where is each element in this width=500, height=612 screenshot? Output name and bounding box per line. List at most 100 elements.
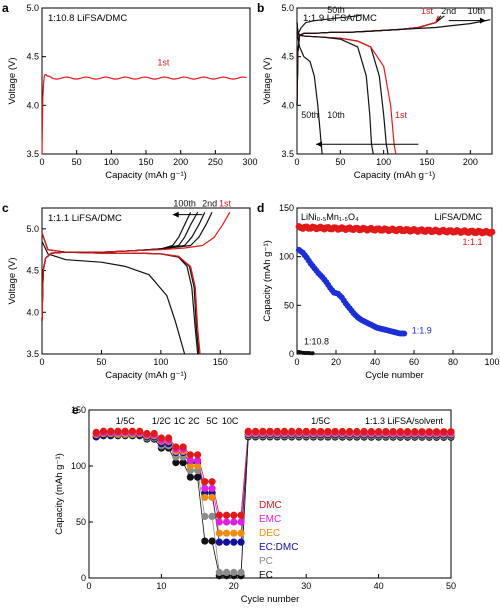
point-DMC — [251, 427, 260, 435]
point-DMC — [143, 429, 151, 438]
y-axis-label: Capacity (mAh g⁻¹) — [54, 453, 65, 535]
annotation-label: 50th — [301, 110, 319, 120]
y-tick-label: 150 — [71, 405, 86, 415]
x-axis-label: Cycle number — [365, 370, 424, 381]
point-DEC — [201, 493, 209, 501]
y-axis-label: Capacity (mAh g⁻¹) — [262, 240, 273, 322]
point-DMC — [403, 428, 412, 436]
x-tick-label: 50 — [96, 357, 106, 367]
series-line-0 — [296, 15, 445, 106]
series-line-1 — [296, 15, 442, 106]
point-DMC — [324, 427, 332, 436]
arrow-head — [479, 17, 486, 24]
x-tick-label: 100 — [153, 357, 168, 367]
point-DMC — [447, 428, 455, 436]
point-PC — [215, 568, 223, 577]
point-EC — [201, 537, 209, 545]
point-DEC — [237, 529, 245, 537]
point-DMC — [367, 427, 375, 436]
point-DMC — [309, 427, 318, 436]
point-DMC — [237, 511, 245, 519]
panel-e-chart: 0 10 20 30 40 50 0 50 100 150 Cycle number Capacity… — [54, 405, 456, 605]
series-line-EC:DMC — [96, 433, 451, 543]
x-tick-label: 100 — [484, 357, 499, 367]
point-EC:DMC — [222, 538, 231, 546]
point-DMC — [440, 428, 448, 436]
arrow-head — [316, 141, 323, 148]
chart-title: LiNi₀.₅Mn₁.₅O₄ — [301, 212, 359, 222]
annotation-label: 1st — [395, 110, 408, 120]
point-DMC — [136, 427, 144, 435]
point-DMC — [99, 427, 108, 435]
point-1:1.9 — [401, 330, 408, 337]
y-tick-label: 4.0 — [281, 100, 294, 110]
y-tick-label: 50 — [76, 517, 86, 527]
point-DMC — [92, 428, 100, 436]
series-label: 1:1.1 — [462, 237, 482, 247]
point-DMC — [150, 429, 158, 438]
point-DMC — [172, 443, 180, 451]
point-DMC — [302, 427, 310, 436]
point-EC — [179, 459, 187, 467]
rate-label: 1/5C — [116, 416, 136, 426]
point-DMC — [114, 427, 122, 435]
series-line-3 — [41, 241, 186, 355]
y-tick-label: 4.5 — [26, 52, 39, 62]
point-DMC — [338, 427, 346, 436]
y-tick-label: 4.0 — [26, 100, 39, 110]
point-DMC — [375, 427, 383, 436]
point-DMC — [317, 427, 325, 436]
y-tick-label: 50 — [284, 300, 294, 310]
x-tick-label: 200 — [463, 157, 478, 167]
point-EC:DMC — [237, 538, 245, 546]
x-tick-label: 20 — [331, 357, 341, 367]
series-line-4 — [296, 14, 363, 38]
point-EC — [186, 473, 194, 481]
point-EC:DMC — [230, 538, 238, 546]
point-EC — [172, 459, 180, 467]
rate-label: 10C — [222, 416, 239, 426]
x-tick-label: 150 — [213, 357, 228, 367]
point-DMC — [389, 428, 397, 436]
point-EMC — [230, 518, 238, 526]
point-DMC — [295, 427, 303, 435]
point-DMC — [121, 427, 129, 435]
x-tick-label: 60 — [409, 357, 419, 367]
panel-letter-e: e — [72, 403, 79, 417]
chart-title: 1:1.9 LiFSA/DMC — [303, 13, 377, 24]
point-DMC — [331, 427, 339, 436]
x-tick-label: 20 — [229, 581, 239, 591]
y-tick-label: 0 — [289, 349, 294, 359]
annotation-label: 10th — [468, 6, 486, 16]
point-DMC — [259, 427, 267, 435]
x-axis-label: Capacity (mAh g⁻¹) — [105, 170, 187, 181]
panel-c-chart: 0 50 100 150 3.5 4.0 4.5 5.0 Capacity (mAh g⁻¹) V… — [7, 198, 251, 381]
x-tick-label: 200 — [173, 157, 188, 167]
plot-frame — [41, 7, 251, 155]
point-DMC — [360, 427, 368, 436]
annotation-label: 2nd — [441, 6, 456, 16]
point-DMC — [273, 427, 281, 435]
x-tick-label: 100 — [104, 157, 119, 167]
annotation-label: 1st — [421, 6, 434, 16]
series-line-7 — [296, 22, 374, 155]
point-PC — [201, 512, 209, 521]
x-tick-label: 100 — [376, 157, 391, 167]
point-DMC — [418, 428, 426, 436]
annotation-label: 1st — [219, 198, 232, 208]
x-axis-label: Capacity (mAh g⁻¹) — [354, 170, 436, 181]
x-tick-label: 80 — [448, 357, 458, 367]
point-DEC — [222, 529, 231, 537]
point-DMC — [382, 427, 390, 436]
point-DMC — [288, 427, 296, 435]
annotation-label: 100th — [173, 198, 196, 208]
point-DMC — [186, 451, 194, 459]
y-tick-label: 5.0 — [26, 224, 39, 234]
annotation-label: 2nd — [202, 198, 217, 208]
point-DMC — [280, 427, 289, 435]
point-EC — [208, 537, 216, 545]
y-axis-label: Voltage (V) — [7, 58, 18, 105]
point-DMC — [179, 443, 187, 451]
point-PC — [208, 512, 216, 521]
